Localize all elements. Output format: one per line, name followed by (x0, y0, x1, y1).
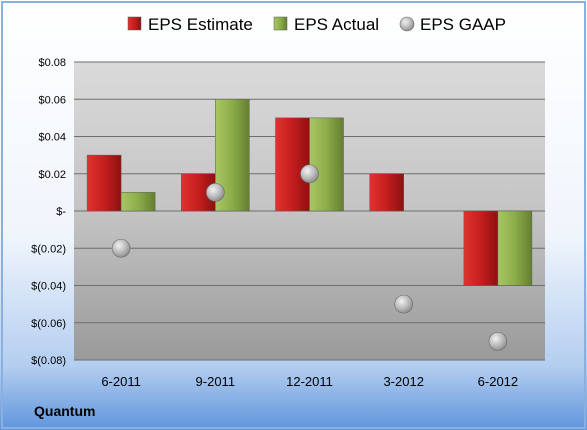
marker-eps-gaap (300, 164, 319, 184)
gaap-markers (111, 164, 508, 351)
legend-swatch-eps-actual (273, 16, 288, 31)
legend-swatch-eps-gaap (399, 16, 415, 32)
y-tick-label: $0.04 (38, 132, 66, 144)
y-tick-label: $(0.02) (31, 243, 66, 255)
bar-eps-actual (309, 117, 344, 212)
x-tick-label: 12-2011 (286, 374, 333, 389)
bar-eps-actual (120, 192, 156, 212)
marker-eps-gaap (394, 294, 414, 314)
marker-eps-gaap (111, 238, 131, 258)
x-tick-label: 9-2011 (196, 374, 236, 389)
footer-label: Quantum (34, 403, 95, 419)
bars (86, 99, 533, 286)
bar-eps-estimate (86, 154, 122, 212)
x-tick-label: 6-2012 (478, 374, 518, 389)
x-tick-label: 6-2011 (101, 374, 141, 389)
marker-eps-gaap (206, 183, 225, 202)
legend-label: EPS GAAP (420, 15, 506, 34)
bar-eps-estimate (369, 173, 404, 212)
y-axis-ticks: $(0.08) $(0.06) $(0.04) $(0.02) $- $0.02 $0.04… (31, 57, 66, 367)
y-tick-label: $0.02 (38, 169, 66, 181)
legend-swatch-eps-estimate (127, 16, 142, 31)
legend-label: EPS Actual (294, 15, 379, 34)
y-tick-label: $0.08 (38, 57, 66, 69)
bar-eps-estimate (463, 210, 499, 286)
marker-eps-gaap (488, 332, 508, 351)
x-axis-ticks: 6-2011 9-2011 12-2011 3-2012 6-2012 (101, 374, 518, 389)
y-tick-label: $0.06 (38, 94, 66, 106)
y-tick-label: $(0.04) (31, 281, 66, 293)
y-tick-label: $- (56, 206, 66, 218)
y-tick-label: $(0.08) (31, 355, 66, 367)
legend: EPS Estimate EPS Actual EPS GAAP (127, 15, 506, 34)
bar-eps-estimate (275, 117, 310, 212)
y-tick-label: $(0.06) (31, 318, 66, 330)
legend-label: EPS Estimate (148, 15, 253, 34)
bar-eps-actual (497, 210, 533, 286)
x-tick-label: 3-2012 (383, 374, 423, 389)
